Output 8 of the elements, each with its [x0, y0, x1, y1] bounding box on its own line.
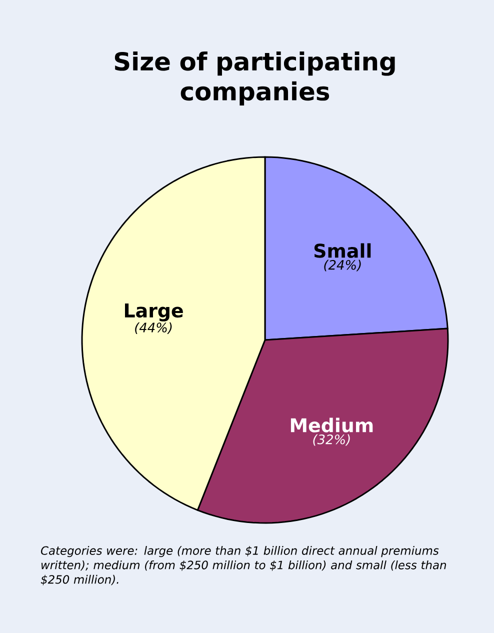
slice-label: Large	[125, 304, 183, 322]
slice-label: Small	[314, 243, 371, 258]
data-label: (32%)	[313, 434, 350, 446]
data-label: (24%)	[324, 260, 361, 272]
text: Categories were: large (more than $1 billion direct annual premiums written); medium (from $250 million to $1 billion) and small (less than $250 million).	[40, 546, 446, 586]
chart-title: Size of participating companies	[114, 52, 395, 106]
slice-label: Medium	[290, 418, 373, 432]
data-label: (44%)	[135, 322, 172, 334]
